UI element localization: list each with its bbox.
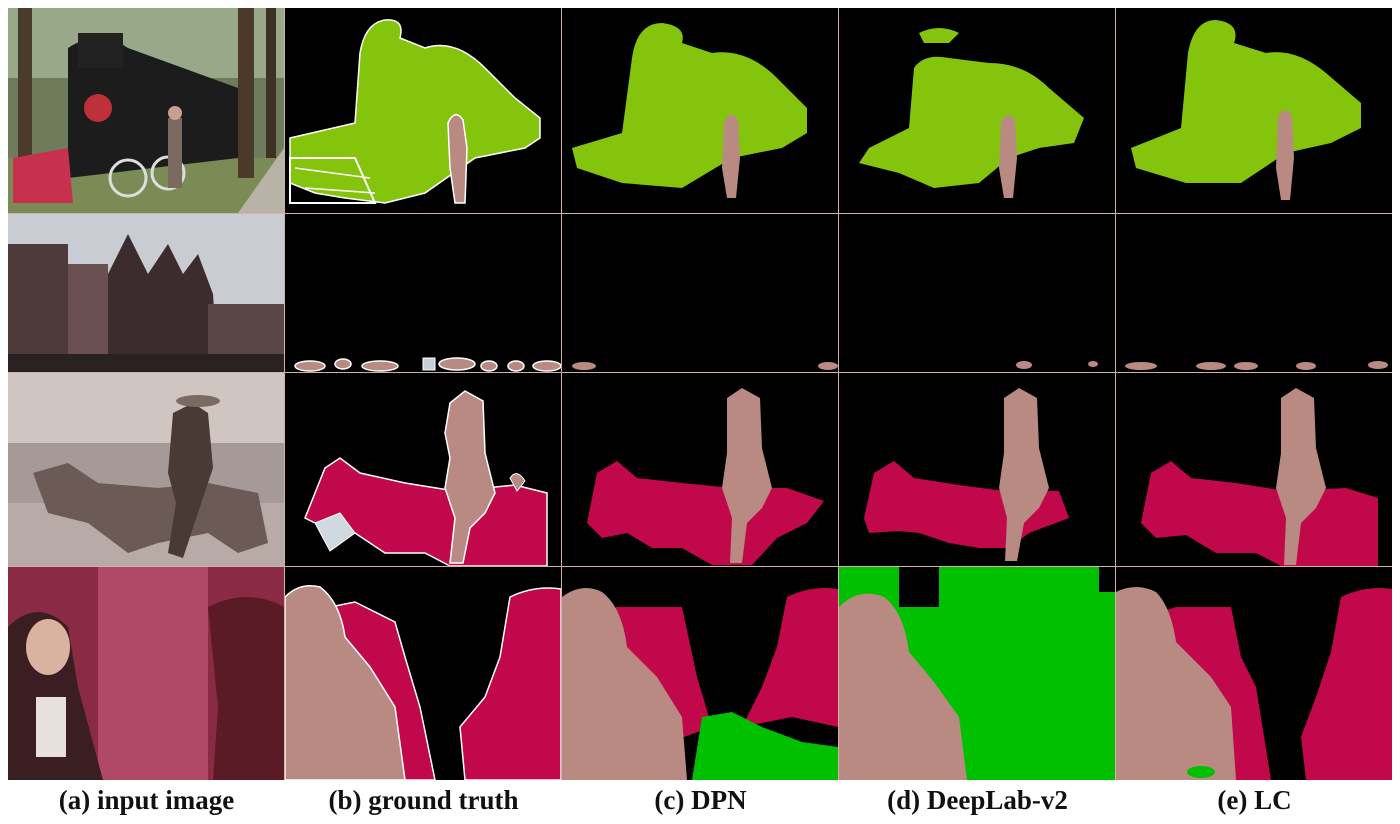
row1-deeplab-v2 <box>839 8 1115 213</box>
column-separator <box>838 8 839 780</box>
row1-lc <box>1116 8 1392 213</box>
row4-lc <box>1116 567 1392 780</box>
row-separator <box>8 372 1392 373</box>
column-separator <box>284 8 285 780</box>
row4-ground-truth <box>285 567 561 780</box>
row1-dpn <box>562 8 838 213</box>
row3-ground-truth <box>285 373 561 566</box>
row4-input-image <box>8 567 284 780</box>
caption-deeplab-v2: (d) DeepLab-v2 <box>887 785 1068 815</box>
row2-lc <box>1116 214 1392 372</box>
row3-dpn <box>562 373 838 566</box>
row4-deeplab-v2 <box>839 567 1115 780</box>
row3-input-image <box>8 373 284 566</box>
caption-ground-truth: (b) ground truth <box>328 785 519 815</box>
row1-ground-truth <box>285 8 561 213</box>
row3-lc <box>1116 373 1392 566</box>
figure-grid <box>8 8 1392 780</box>
row2-deeplab-v2 <box>839 214 1115 372</box>
column-separator <box>1115 8 1116 780</box>
row2-input-image <box>8 214 284 372</box>
row2-ground-truth <box>285 214 561 372</box>
row-separator <box>8 213 1392 214</box>
caption-row: (a) input image (b) ground truth (c) DPN… <box>8 782 1392 820</box>
row3-deeplab-v2 <box>839 373 1115 566</box>
row1-input-image <box>8 8 284 213</box>
row2-dpn <box>562 214 838 372</box>
column-separator <box>561 8 562 780</box>
row-separator <box>8 566 1392 567</box>
caption-lc: (e) LC <box>1217 785 1292 815</box>
row4-dpn <box>562 567 838 780</box>
caption-input-image: (a) input image <box>58 785 235 815</box>
caption-dpn: (c) DPN <box>654 785 747 815</box>
